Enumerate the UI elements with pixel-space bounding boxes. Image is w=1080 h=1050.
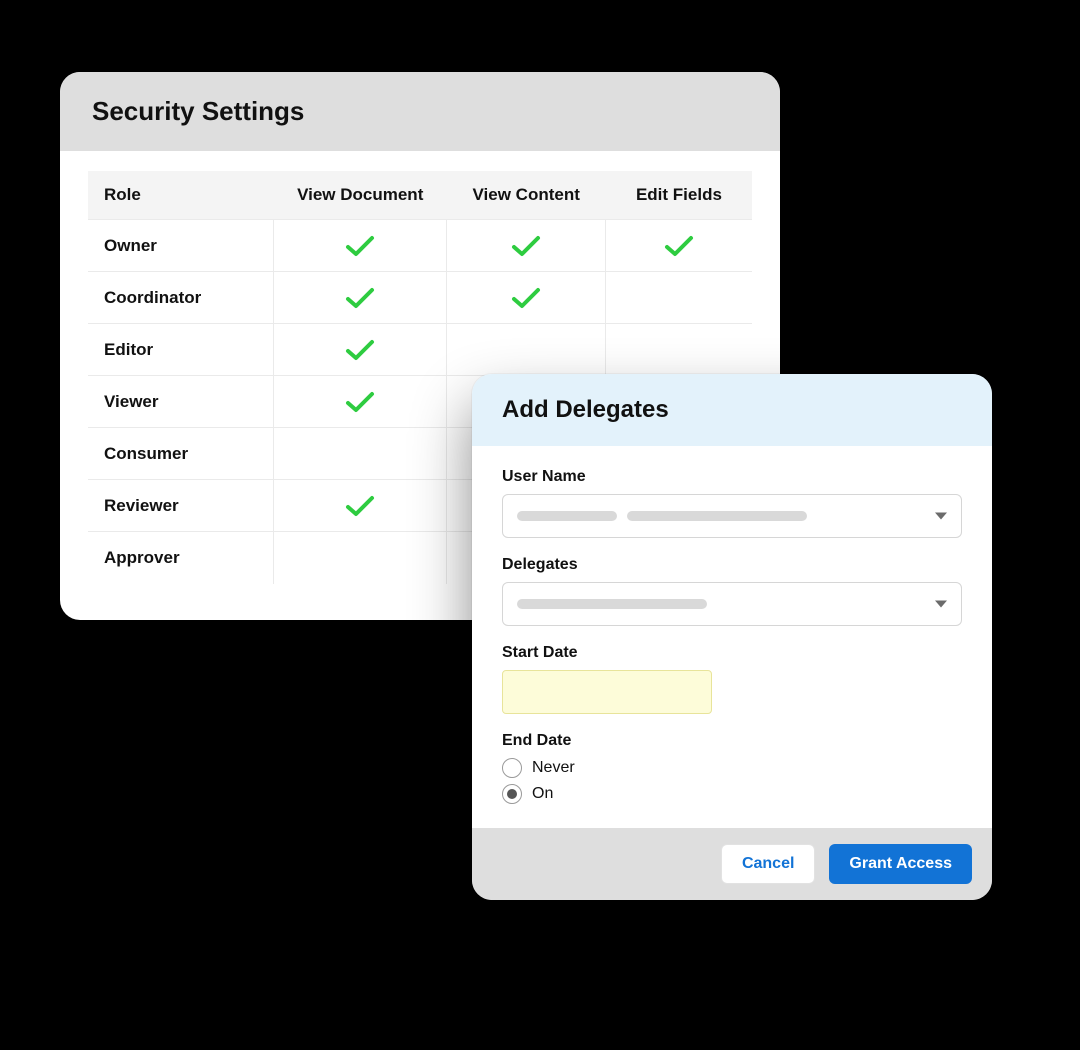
chevron-down-icon xyxy=(935,601,947,608)
add-delegates-header: Add Delegates xyxy=(472,374,992,446)
check-icon xyxy=(345,237,375,254)
permission-cell xyxy=(606,220,752,272)
permission-cell xyxy=(606,324,752,376)
table-row: Owner xyxy=(88,220,752,272)
check-icon xyxy=(345,393,375,410)
permission-cell xyxy=(606,272,752,324)
radio-icon[interactable] xyxy=(502,758,522,778)
col-view-document: View Document xyxy=(274,171,447,220)
check-icon xyxy=(345,341,375,358)
check-icon xyxy=(511,289,541,306)
grant-access-button[interactable]: Grant Access xyxy=(829,844,972,884)
role-cell: Approver xyxy=(88,532,274,584)
col-view-content: View Content xyxy=(447,171,606,220)
start-date-label: Start Date xyxy=(502,644,962,662)
check-icon xyxy=(664,237,694,254)
permission-cell xyxy=(447,272,606,324)
add-delegates-title: Add Delegates xyxy=(502,396,962,424)
col-role: Role xyxy=(88,171,274,220)
add-delegates-panel: Add Delegates User Name Delegates Start … xyxy=(472,374,992,900)
radio-label: On xyxy=(532,785,553,803)
placeholder-bar xyxy=(627,511,807,521)
end-date-label: End Date xyxy=(502,732,962,750)
delegates-label: Delegates xyxy=(502,556,962,574)
permission-cell xyxy=(274,220,447,272)
start-date-input[interactable] xyxy=(502,670,712,714)
delegates-field: Delegates xyxy=(502,556,962,626)
check-icon xyxy=(345,289,375,306)
add-delegates-footer: Cancel Grant Access xyxy=(472,828,992,900)
permission-cell xyxy=(274,480,447,532)
security-settings-header: Security Settings xyxy=(60,72,780,151)
end-date-option[interactable]: Never xyxy=(502,758,962,778)
chevron-down-icon xyxy=(935,513,947,520)
end-date-option[interactable]: On xyxy=(502,784,962,804)
role-cell: Reviewer xyxy=(88,480,274,532)
username-select[interactable] xyxy=(502,494,962,538)
username-label: User Name xyxy=(502,468,962,486)
security-settings-title: Security Settings xyxy=(92,96,748,127)
radio-icon[interactable] xyxy=(502,784,522,804)
add-delegates-body: User Name Delegates Start Date End Date … xyxy=(472,446,992,828)
permission-cell xyxy=(274,376,447,428)
role-cell: Coordinator xyxy=(88,272,274,324)
permission-cell xyxy=(274,272,447,324)
placeholder-bar xyxy=(517,511,617,521)
table-row: Editor xyxy=(88,324,752,376)
role-cell: Editor xyxy=(88,324,274,376)
username-field: User Name xyxy=(502,468,962,538)
check-icon xyxy=(345,497,375,514)
check-icon xyxy=(511,237,541,254)
delegates-select[interactable] xyxy=(502,582,962,626)
permissions-header-row: Role View Document View Content Edit Fie… xyxy=(88,171,752,220)
placeholder-bar xyxy=(517,599,707,609)
role-cell: Viewer xyxy=(88,376,274,428)
table-row: Coordinator xyxy=(88,272,752,324)
col-edit-fields: Edit Fields xyxy=(606,171,752,220)
permission-cell xyxy=(447,220,606,272)
start-date-field: Start Date xyxy=(502,644,962,714)
permission-cell xyxy=(274,532,447,584)
permission-cell xyxy=(447,324,606,376)
cancel-button[interactable]: Cancel xyxy=(721,844,815,884)
end-date-field: End Date Never On xyxy=(502,732,962,804)
permission-cell xyxy=(274,428,447,480)
radio-label: Never xyxy=(532,759,575,777)
role-cell: Owner xyxy=(88,220,274,272)
role-cell: Consumer xyxy=(88,428,274,480)
permission-cell xyxy=(274,324,447,376)
